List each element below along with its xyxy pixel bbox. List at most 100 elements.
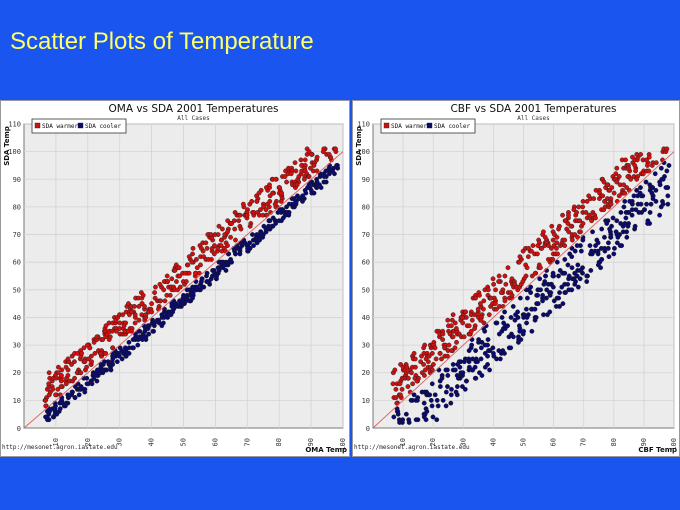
data-point [452,345,458,351]
data-point [292,160,298,166]
data-point [50,386,56,392]
data-point [157,281,163,287]
data-point [595,240,601,246]
data-point [642,207,647,213]
data-point [233,251,238,257]
data-point [79,350,85,356]
y-tick-label: 20 [362,369,370,377]
data-point [46,370,52,376]
data-point [459,315,465,320]
legend-label-warmer: SDA warmer [391,123,428,130]
data-point [477,292,482,298]
data-point [203,240,209,246]
data-point [129,309,135,315]
data-point [399,386,405,392]
data-point [183,279,189,284]
data-point [410,381,416,387]
data-point [473,348,479,354]
data-point [528,284,534,290]
data-point [225,251,231,257]
data-point [593,215,598,221]
data-point [646,154,652,160]
data-point [485,287,491,293]
data-point [574,210,580,215]
data-point [614,165,620,171]
legend-label-cooler: SDA cooler [85,123,122,130]
data-point [53,392,58,398]
data-point [580,265,585,271]
data-point [443,389,449,395]
y-axis-label: SDA Temp [355,126,363,166]
x-tick-label: 30 [116,438,124,446]
data-point [542,279,548,284]
data-point [621,204,627,210]
data-point [286,212,292,218]
data-point [502,309,508,315]
data-point [554,259,560,265]
data-point [559,284,565,290]
data-point [547,290,552,295]
data-point [463,315,469,320]
data-point [165,279,171,284]
data-point [114,359,120,365]
data-point [52,406,58,412]
data-point [577,276,583,282]
data-point [311,163,317,168]
data-point [84,381,90,387]
data-point [164,312,170,318]
data-point [454,384,460,389]
data-point [478,345,484,351]
data-point [314,154,320,160]
data-point [46,381,52,387]
data-point [218,243,224,249]
data-point [151,323,157,329]
y-tick-label: 110 [357,121,370,129]
data-point [446,342,452,348]
x-tick-label: 70 [243,438,251,446]
data-point [557,303,562,309]
data-point [86,356,91,362]
data-point [524,265,530,271]
data-point [185,262,191,268]
data-point [535,301,541,307]
data-point [65,400,71,406]
data-point [469,317,475,323]
data-point [595,251,601,257]
data-point [629,201,635,207]
data-point [457,364,463,370]
data-point [640,171,646,177]
data-point [263,207,269,213]
data-point [65,367,71,373]
data-point [665,193,671,199]
x-tick-label: 100 [339,438,347,451]
data-point [391,414,397,420]
x-tick-label: 70 [580,438,588,446]
data-point [602,234,607,240]
legend: SDA warmer SDA cooler [31,118,127,134]
data-point [601,179,607,185]
data-point [415,417,421,423]
data-point [225,229,230,235]
x-tick-label: 20 [84,438,92,446]
data-point [284,179,289,185]
data-point [161,287,167,293]
data-point [600,193,606,199]
x-tick-label: 20 [429,438,437,446]
data-point [512,317,518,323]
data-point [469,367,475,373]
data-point [608,234,614,240]
series-sda-warmer [390,146,670,406]
source-url: http://mesonet.agron.iastate.edu [2,444,118,451]
data-point [237,251,243,257]
data-point [113,328,119,334]
data-point [140,292,146,298]
data-point [292,204,297,210]
data-point [502,350,507,356]
data-point [502,273,508,279]
data-point [198,262,203,268]
x-tick-label: 40 [148,438,156,446]
data-point [472,326,478,331]
data-point [443,403,449,409]
data-point [569,265,575,271]
slide-title: Scatter Plots of Temperature [10,28,314,55]
